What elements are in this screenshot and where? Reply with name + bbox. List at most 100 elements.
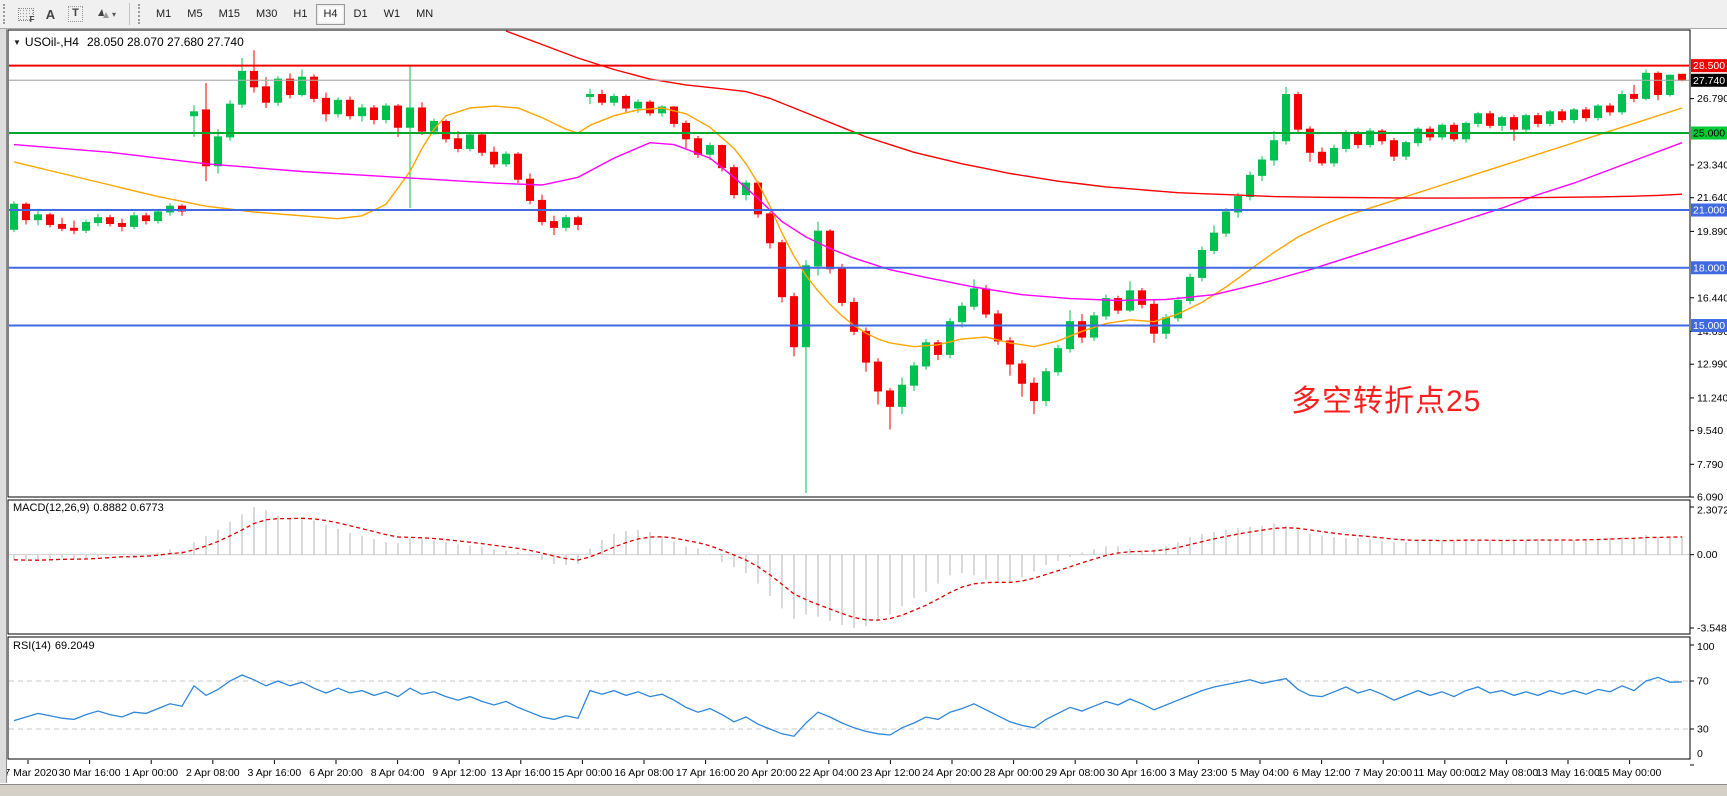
- candle-body: [958, 305, 966, 323]
- crosshair-grid-button[interactable]: F: [13, 3, 38, 25]
- candle-body: [1114, 298, 1122, 311]
- candle-body: [1210, 232, 1218, 251]
- price-level-label-box: [1691, 126, 1727, 140]
- rsi-indicator-value: 69.2049: [54, 640, 95, 652]
- candle-body: [1270, 140, 1278, 161]
- timeframe-button-h1[interactable]: H1: [286, 4, 314, 25]
- price-scale-label: 11.240: [1697, 392, 1727, 404]
- rsi-indicator-name: RSI(14): [13, 640, 51, 652]
- chart-symbol-period: USOil-,H4: [24, 35, 79, 49]
- candle-body: [406, 107, 414, 128]
- chart-annotation-text[interactable]: 多空转折点25: [1291, 385, 1482, 418]
- candle-body: [346, 99, 354, 117]
- candle-body: [1198, 249, 1206, 278]
- candle-body: [334, 99, 342, 115]
- candle-body: [1534, 115, 1542, 124]
- candle-body: [682, 122, 690, 140]
- arrow-tool-button[interactable]: A: [38, 3, 63, 25]
- candle-body: [1510, 117, 1518, 130]
- candle-body: [298, 76, 306, 96]
- candle-body: [1042, 371, 1050, 402]
- x-axis-label: 24 Apr 20:00: [922, 767, 982, 779]
- rsi-scale-label: 100: [1697, 641, 1715, 653]
- candle-body: [658, 106, 666, 114]
- candle-body: [1294, 94, 1302, 130]
- timeframe-button-m15[interactable]: M15: [212, 4, 247, 25]
- macd-indicator-name: MACD(12,26,9): [13, 502, 90, 514]
- window-left-edge: [0, 29, 7, 783]
- ma-orange-line: [13, 105, 1683, 348]
- text-tool-button[interactable]: T: [63, 3, 88, 25]
- x-axis-label: 8 Apr 04:00: [371, 767, 425, 779]
- candle-body: [1642, 72, 1650, 99]
- candle-body: [1414, 128, 1422, 144]
- candle-body: [250, 70, 258, 88]
- candle-body: [502, 153, 510, 165]
- price-level-label-box: [1691, 73, 1727, 87]
- candle-body: [1666, 74, 1674, 96]
- timeframe-button-m30[interactable]: M30: [249, 4, 284, 25]
- candle-body: [1378, 130, 1386, 142]
- x-axis-label: 2 Apr 08:00: [186, 767, 240, 779]
- candle-body: [874, 361, 882, 392]
- candle-body: [550, 221, 558, 228]
- timeframe-grip[interactable]: [138, 4, 144, 24]
- candle-body: [274, 78, 282, 103]
- timeframe-button-d1[interactable]: D1: [347, 4, 375, 25]
- candle-body: [730, 167, 738, 196]
- price-scale-label: 12.990: [1697, 359, 1727, 371]
- candle-body: [1222, 211, 1230, 234]
- candle-body: [286, 78, 294, 96]
- candle-body: [382, 105, 390, 121]
- candle-body: [370, 107, 378, 121]
- candle-body: [634, 101, 642, 109]
- candle-body: [118, 223, 126, 227]
- ma-magenta-line: [13, 141, 1683, 302]
- candle-body: [1498, 117, 1506, 126]
- candle-body: [82, 222, 90, 231]
- candle-body: [1582, 109, 1590, 119]
- x-axis-label: 3 May 23:00: [1170, 767, 1228, 779]
- price-scale-label: 9.540: [1697, 425, 1723, 437]
- candle-body: [1486, 113, 1494, 126]
- macd-indicator-values: 0.8882 0.6773: [93, 502, 164, 514]
- timeframe-button-m1[interactable]: M1: [149, 4, 178, 25]
- candle-body: [58, 223, 66, 229]
- candle-body: [1018, 363, 1026, 384]
- rsi-panel-frame: [7, 636, 1691, 760]
- candle-body: [1570, 109, 1578, 121]
- price-scale: 26.79023.34021.64019.89016.44014.69012.9…: [1690, 59, 1727, 766]
- candle-body: [1318, 151, 1326, 164]
- candle-body: [238, 70, 246, 105]
- candle-body: [1354, 132, 1362, 146]
- candle-body: [190, 111, 198, 117]
- candle-body: [466, 134, 474, 149]
- candle-body: [442, 120, 450, 140]
- price-scale-label: 7.790: [1697, 459, 1723, 471]
- timeframe-group: M1 M5 M15 M30 H1 H4 D1 W1 MN: [148, 3, 441, 25]
- rsi-panel-label: RSI(14) 69.2049: [13, 640, 99, 652]
- candle-body: [742, 182, 750, 196]
- x-axis-label: 22 Apr 04:00: [799, 767, 859, 779]
- timeframe-button-w1[interactable]: W1: [377, 4, 408, 25]
- price-scale-label: 23.340: [1697, 159, 1727, 171]
- timeframe-button-h4[interactable]: H4: [316, 3, 345, 25]
- candle-body: [1306, 128, 1314, 153]
- ma-red-line: [505, 30, 1683, 199]
- candle-body: [106, 217, 114, 225]
- x-axis-label: 29 Apr 08:00: [1045, 767, 1105, 779]
- x-axis-label: 20 Apr 20:00: [737, 767, 797, 779]
- timeframe-button-mn[interactable]: MN: [409, 4, 440, 25]
- status-bar: [0, 784, 1727, 796]
- candle-body: [622, 95, 630, 109]
- toolbar-grip[interactable]: [3, 4, 9, 24]
- candle-body: [1246, 174, 1254, 198]
- candle-body: [718, 145, 726, 169]
- candle-body: [1138, 290, 1146, 305]
- x-axis-label: 5 May 04:00: [1231, 767, 1289, 779]
- chart-menu-caret-icon[interactable]: ▼: [13, 38, 21, 47]
- candle-body: [142, 215, 150, 222]
- timeframe-button-m5[interactable]: M5: [180, 4, 209, 25]
- shapes-tool-button[interactable]: ▾: [88, 3, 124, 25]
- x-axis-label: 15 Apr 00:00: [553, 767, 613, 779]
